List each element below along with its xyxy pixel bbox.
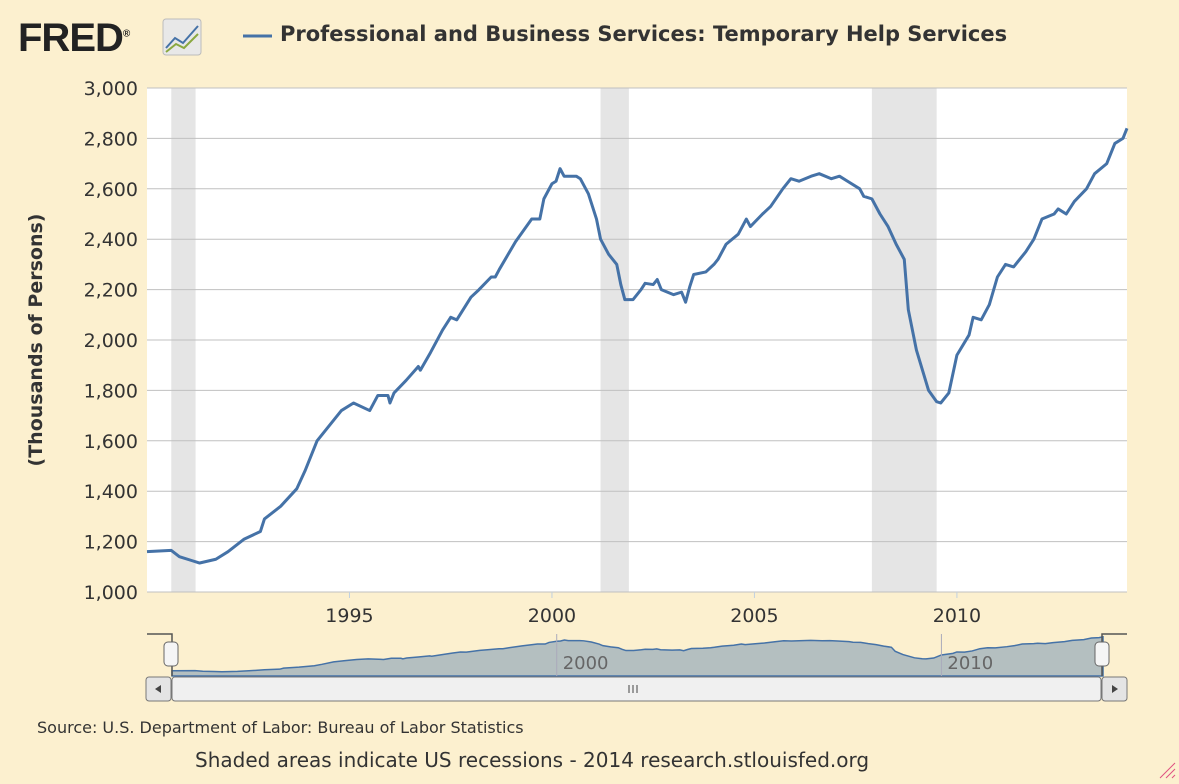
y-tick-label: 2,800 [84, 128, 138, 150]
fred-logo: FRED® [18, 16, 130, 61]
navigator-area [171, 635, 1104, 677]
x-tick-label: 1995 [325, 605, 373, 627]
y-tick-label: 1,000 [84, 582, 138, 604]
y-tick-label: 2,200 [84, 280, 138, 302]
logo-text: FRED [18, 16, 124, 60]
navigator-right-handle[interactable] [1094, 641, 1110, 667]
arrow-right-icon [1112, 685, 1118, 693]
x-tick-label: 2010 [933, 605, 981, 627]
y-tick-label: 1,800 [84, 380, 138, 402]
series-line [146, 127, 1129, 565]
y-tick-label: 1,600 [84, 431, 138, 453]
y-tick-label: 3,000 [84, 78, 138, 100]
footer-note: Shaded areas indicate US recessions - 20… [195, 748, 870, 772]
y-tick-label: 2,000 [84, 330, 138, 352]
navigator-label: 2000 [563, 653, 609, 674]
logo-mark: ® [122, 28, 130, 40]
arrow-left-icon [155, 685, 161, 693]
y-tick-label: 1,400 [84, 481, 138, 503]
x-tick-label: 2005 [730, 605, 778, 627]
source-note: Source: U.S. Department of Labor: Bureau… [37, 718, 524, 737]
grip-icon [628, 685, 638, 693]
resize-grip-icon[interactable] [1159, 762, 1176, 779]
chart-title: Professional and Business Services: Temp… [280, 22, 1008, 46]
logo-chart-line-1 [165, 25, 199, 49]
y-tick-label: 2,600 [84, 179, 138, 201]
y-tick-label: 1,200 [84, 532, 138, 554]
navigator-left-handle[interactable] [163, 641, 179, 667]
logo-chart-line-2 [165, 33, 199, 53]
x-tick-label: 2000 [528, 605, 576, 627]
navigator-label: 2010 [947, 653, 993, 674]
y-axis-label: (Thousands of Persons) [25, 214, 47, 467]
y-tick-label: 2,400 [84, 229, 138, 251]
